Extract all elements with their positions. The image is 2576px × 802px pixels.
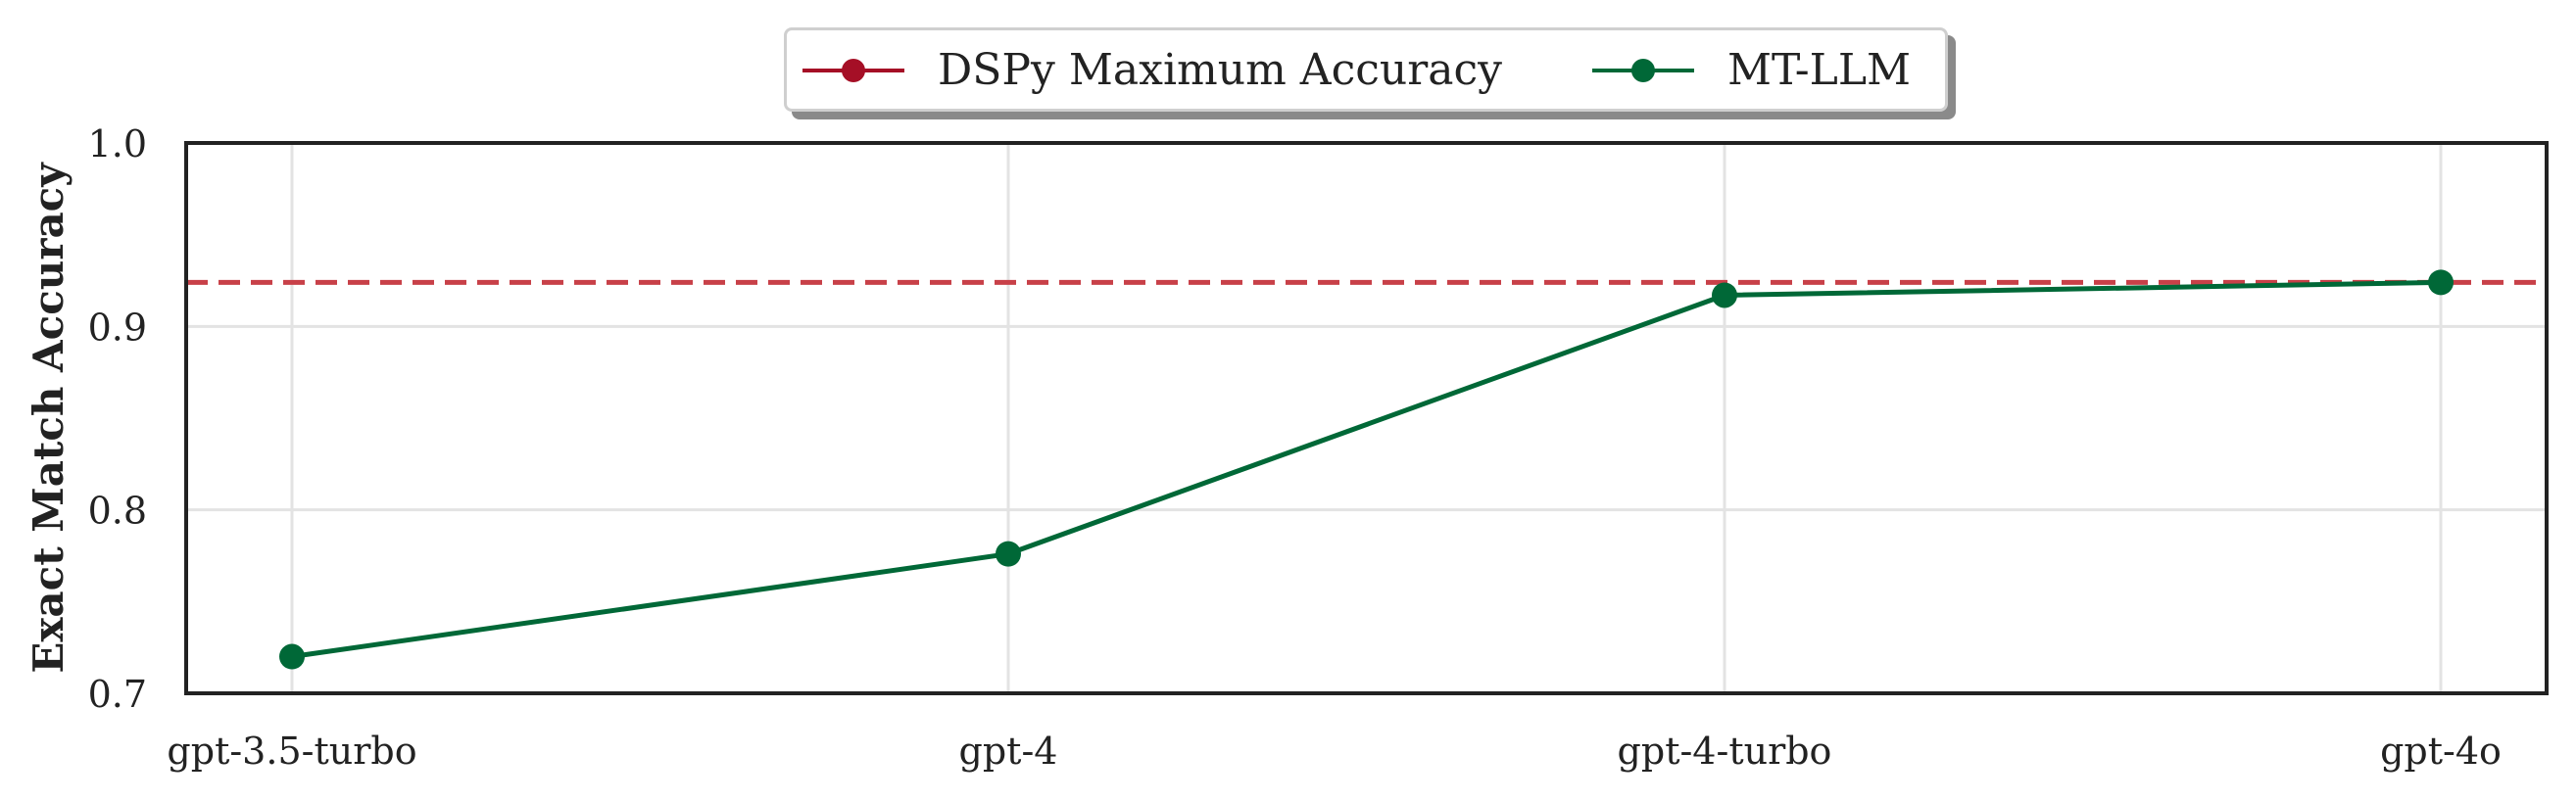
x-tick-label: gpt-4-turbo: [1618, 730, 1832, 773]
data-point-gpt-4: [996, 541, 1021, 567]
legend-item-dspy: DSPy Maximum Accuracy: [802, 30, 1502, 109]
data-point-gpt-4-turbo: [1712, 282, 1737, 308]
legend-item-mtllm: MT-LLM: [1592, 30, 1911, 109]
x-tick-label: gpt-4o: [2380, 730, 2502, 773]
data-points: [279, 269, 2454, 670]
y-tick-label: 0.7: [88, 673, 147, 716]
legend-swatch-dspy: [802, 30, 904, 109]
series-line-mtllm: [291, 279, 2442, 660]
legend-label-dspy: DSPy Maximum Accuracy: [938, 44, 1502, 95]
plot-frame: [184, 141, 2549, 695]
legend-swatch-mtllm: [1592, 30, 1694, 109]
x-tick-labels: gpt-3.5-turbo gpt-4 gpt-4-turbo gpt-4o: [167, 730, 2501, 773]
y-tick-label: 1.0: [88, 122, 147, 165]
x-tick-label: gpt-4: [959, 730, 1058, 773]
grid-lines: [186, 141, 2547, 695]
y-tick-labels: 0.7 0.8 0.9 1.0: [88, 122, 147, 716]
legend: DSPy Maximum Accuracy MT-LLM: [784, 27, 1948, 112]
x-tick-label: gpt-3.5-turbo: [167, 730, 416, 773]
series-lines: [291, 279, 2442, 660]
y-tick-label: 0.8: [88, 490, 147, 533]
legend-label-mtllm: MT-LLM: [1727, 44, 1912, 95]
data-point-gpt-3.5-turbo: [279, 643, 305, 670]
y-tick-label: 0.9: [88, 306, 147, 349]
data-point-gpt-4o: [2428, 269, 2454, 296]
y-axis-label: Exact Match Accuracy: [24, 162, 73, 674]
